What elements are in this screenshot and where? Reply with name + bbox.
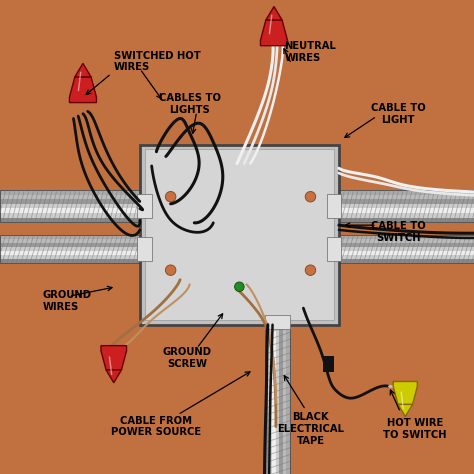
Bar — [137, 237, 152, 261]
Bar — [137, 194, 152, 218]
Ellipse shape — [165, 191, 176, 202]
Bar — [339, 190, 474, 222]
Bar — [339, 235, 474, 239]
Polygon shape — [101, 346, 127, 370]
Ellipse shape — [165, 265, 176, 275]
Bar — [327, 194, 341, 218]
Text: CABLE TO
LIGHT: CABLE TO LIGHT — [371, 103, 426, 125]
Bar — [323, 356, 334, 372]
Bar — [0, 190, 140, 222]
Bar — [339, 259, 474, 263]
Bar — [339, 195, 474, 199]
Bar — [339, 190, 474, 195]
Bar — [0, 190, 140, 195]
Bar — [0, 195, 140, 199]
Bar — [0, 251, 140, 255]
Bar — [339, 243, 474, 247]
Bar — [286, 325, 290, 474]
Bar — [0, 247, 140, 251]
Text: GROUND
WIRES: GROUND WIRES — [43, 290, 91, 312]
Bar — [339, 247, 474, 251]
Text: CABLES TO
LIGHTS: CABLES TO LIGHTS — [159, 93, 220, 115]
Bar — [339, 239, 474, 243]
Bar — [0, 243, 140, 247]
Bar — [0, 259, 140, 263]
Bar — [145, 149, 334, 320]
Bar — [339, 199, 474, 204]
Ellipse shape — [305, 265, 316, 275]
Bar — [275, 325, 279, 474]
Ellipse shape — [305, 191, 316, 202]
Bar — [0, 239, 140, 243]
Bar — [339, 209, 474, 213]
Bar — [0, 199, 140, 204]
Polygon shape — [69, 77, 96, 102]
Text: BLACK
ELECTRICAL
TAPE: BLACK ELECTRICAL TAPE — [277, 412, 344, 446]
Bar — [0, 209, 140, 213]
Bar — [0, 235, 140, 239]
Bar — [0, 213, 140, 218]
Polygon shape — [398, 404, 412, 417]
Bar — [268, 325, 272, 474]
Polygon shape — [75, 64, 91, 77]
Bar — [339, 204, 474, 209]
Bar — [140, 145, 339, 325]
Bar — [339, 235, 474, 263]
Bar — [279, 325, 283, 474]
Bar — [283, 325, 286, 474]
Bar — [339, 213, 474, 218]
Bar — [265, 325, 268, 474]
Text: SWITCHED HOT
WIRES: SWITCHED HOT WIRES — [114, 51, 201, 73]
Bar — [339, 251, 474, 255]
Bar — [327, 237, 341, 261]
Bar — [339, 218, 474, 222]
Polygon shape — [106, 370, 121, 383]
Polygon shape — [266, 7, 282, 20]
Bar — [0, 255, 140, 259]
Text: GROUND
SCREW: GROUND SCREW — [163, 347, 212, 369]
Polygon shape — [393, 382, 417, 404]
Bar — [339, 255, 474, 259]
Text: NEUTRAL
WIRES: NEUTRAL WIRES — [284, 41, 336, 63]
Bar — [0, 235, 140, 263]
Bar — [0, 204, 140, 209]
Text: CABLE TO
SWITCH: CABLE TO SWITCH — [371, 221, 426, 243]
Bar — [0, 218, 140, 222]
Ellipse shape — [235, 282, 244, 292]
Bar — [265, 325, 290, 474]
Text: CABLE FROM
POWER SOURCE: CABLE FROM POWER SOURCE — [111, 416, 201, 438]
Text: HOT WIRE
TO SWITCH: HOT WIRE TO SWITCH — [383, 418, 447, 440]
Bar — [272, 325, 275, 474]
Bar — [265, 315, 290, 329]
Polygon shape — [261, 20, 287, 46]
